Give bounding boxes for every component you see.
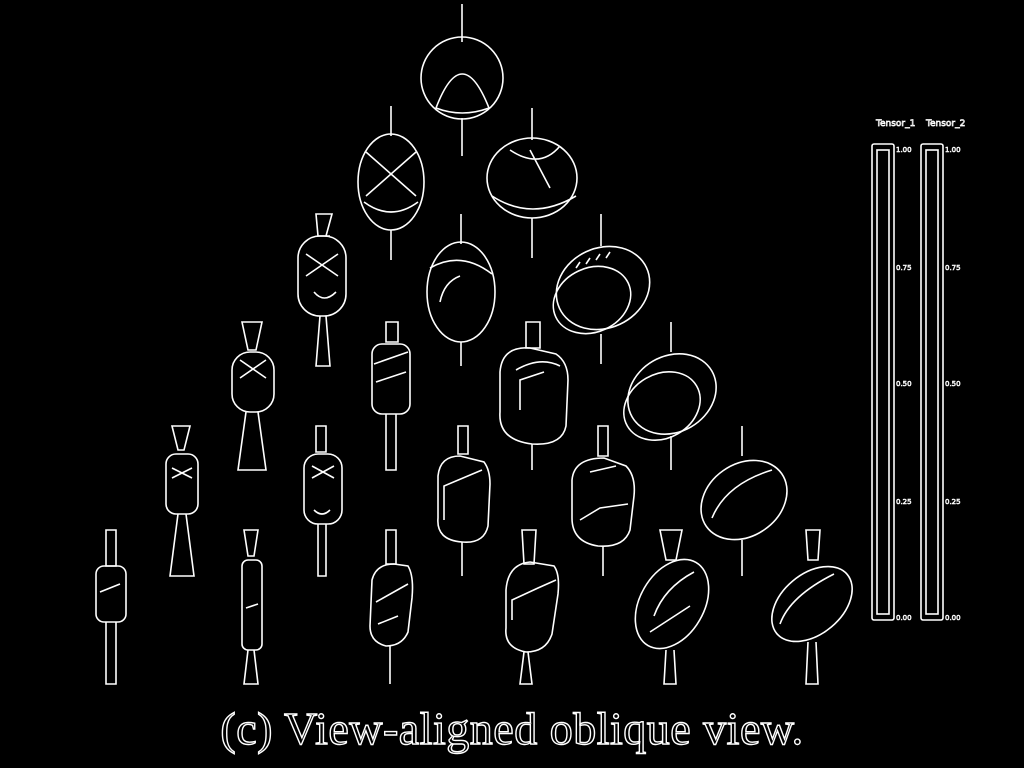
colorbar-2-tick-5: 0.00 xyxy=(945,614,961,622)
glyph-disk-2 xyxy=(634,529,710,685)
colorbar-1-tick-4: 0.25 xyxy=(896,498,912,506)
glyph-box-2 xyxy=(437,425,491,576)
glyph-box-3 xyxy=(571,425,636,576)
glyph-box-5 xyxy=(505,529,560,685)
glyph-prolate-4 xyxy=(303,425,343,577)
colorbar-2-tick-2: 0.75 xyxy=(945,264,961,272)
colorbar-1-tick-3: 0.50 xyxy=(896,380,912,388)
glyph-sphere xyxy=(420,4,504,156)
colorbar-1-label: Tensor_1 xyxy=(875,119,915,129)
glyph-rod xyxy=(95,529,127,685)
glyph-ellipsoid-2 xyxy=(426,214,496,366)
glyph-box-4 xyxy=(369,529,414,684)
colorbar-2-tick-4: 0.25 xyxy=(945,498,961,506)
glyph-prolate-2 xyxy=(231,321,275,471)
glyph-prolate xyxy=(297,213,347,367)
colorbar-2-tick-3: 0.50 xyxy=(945,380,961,388)
glyph-disk-3 xyxy=(771,529,853,685)
glyph-disk xyxy=(700,426,788,576)
glyph-prolate-3 xyxy=(165,425,199,577)
colorbar-1-tick-5: 0.00 xyxy=(896,614,912,622)
glyph-flat-disk-2 xyxy=(623,322,717,470)
glyph-ellipsoid xyxy=(357,106,425,260)
colorbar-2-label: Tensor_2 xyxy=(925,119,965,129)
glyph-box xyxy=(499,321,569,470)
colorbar-1-tick-2: 0.75 xyxy=(896,264,912,272)
colorbar-2-tick-1: 1.00 xyxy=(945,146,961,154)
glyph-oblate-disk xyxy=(486,108,578,258)
glyph-cylinder xyxy=(371,321,411,471)
glyph-rod-2 xyxy=(241,529,263,685)
colorbar-tensor-2: Tensor_2 1.00 0.75 0.50 0.25 0.00 xyxy=(920,119,966,622)
figure-caption: (c) View-aligned oblique view. xyxy=(220,702,804,754)
glyph-flat-disk xyxy=(552,214,651,364)
colorbar-1-tick-1: 1.00 xyxy=(896,146,912,154)
colorbar-tensor-1: Tensor_1 1.00 0.75 0.50 0.25 0.00 xyxy=(871,119,916,622)
